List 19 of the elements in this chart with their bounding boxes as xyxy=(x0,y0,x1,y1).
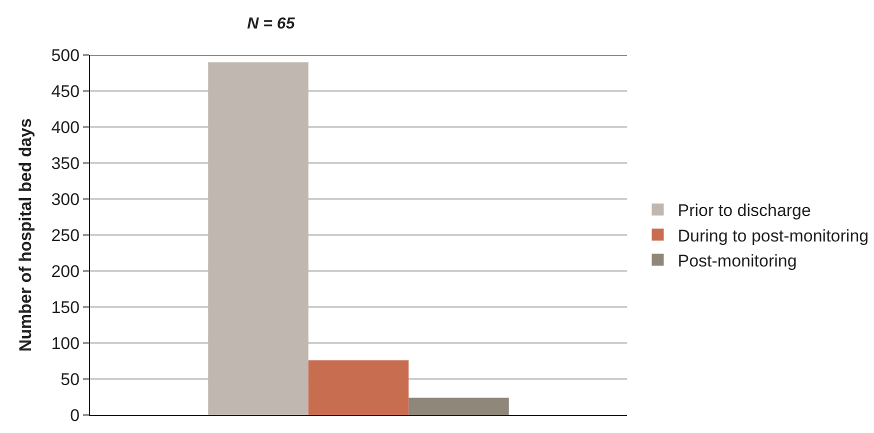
legend-label: Post-monitoring xyxy=(678,251,797,270)
y-tick-label: 450 xyxy=(51,82,80,101)
y-tick-label: 400 xyxy=(51,118,80,137)
legend-label: During to post-monitoring xyxy=(678,226,869,246)
y-tick-label: 100 xyxy=(51,334,80,353)
y-tick-label: 200 xyxy=(51,262,80,281)
chart-title: N = 65 xyxy=(247,16,296,33)
bar xyxy=(308,360,409,415)
y-tick-label: 500 xyxy=(51,46,80,65)
y-tick-label: 350 xyxy=(51,154,80,173)
y-tick-label: 150 xyxy=(51,298,80,317)
legend-label: Prior to discharge xyxy=(678,201,811,220)
y-tick-label: 250 xyxy=(51,226,80,245)
y-axis-title: Number of hospital bed days xyxy=(16,118,35,352)
y-tick-label: 50 xyxy=(60,370,80,389)
y-tick-label: 300 xyxy=(51,190,80,209)
bar xyxy=(208,62,308,415)
y-tick-label: 0 xyxy=(70,406,80,425)
bar xyxy=(408,398,509,415)
